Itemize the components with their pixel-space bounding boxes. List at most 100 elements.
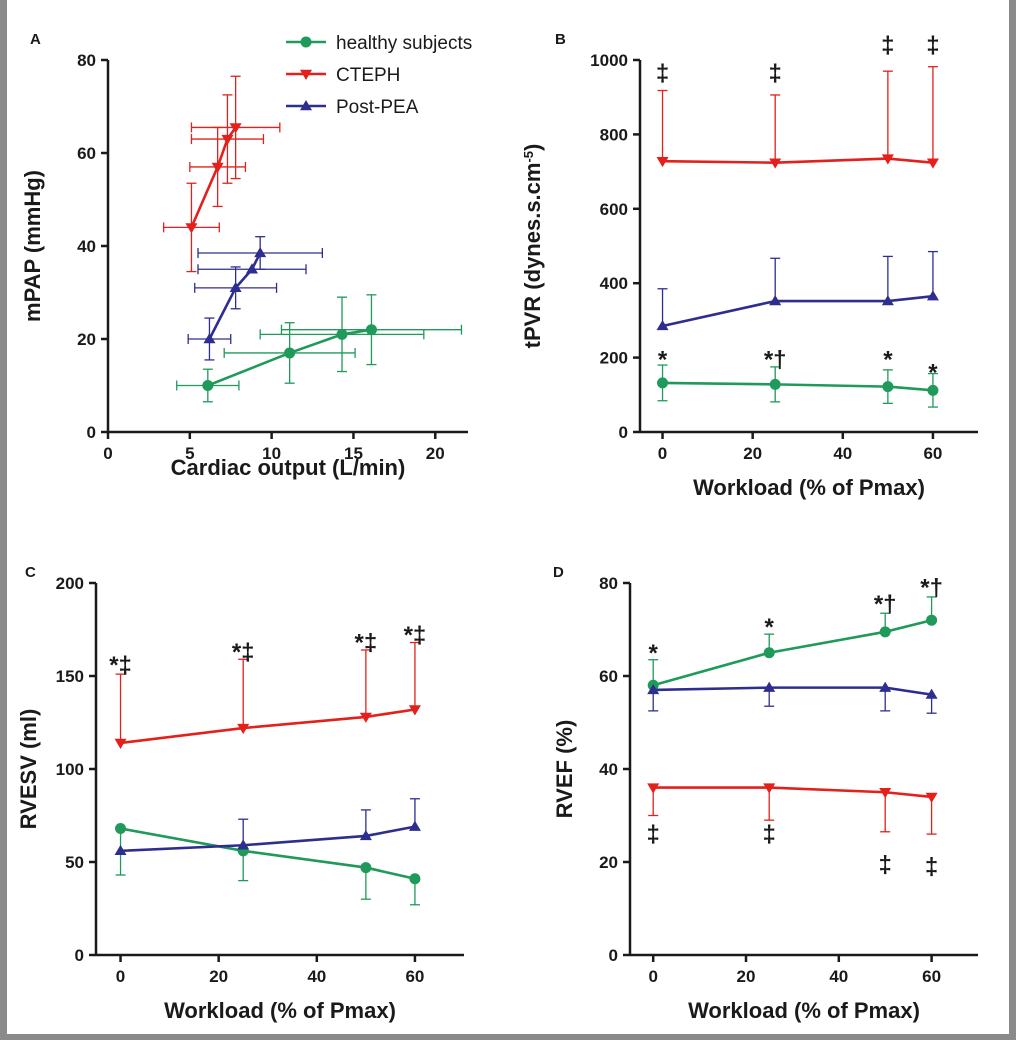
y-axis-label: RVESV (ml) — [16, 709, 41, 830]
legend-item: healthy subjects — [286, 33, 472, 54]
x-axis-label: Workload (% of Pmax) — [688, 998, 920, 1023]
data-point — [882, 381, 894, 393]
x-tick-label: 0 — [658, 444, 667, 463]
data-point — [881, 154, 894, 165]
x-tick-label: 20 — [209, 967, 228, 986]
y-tick-label: 20 — [77, 330, 96, 349]
legend-label: CTEPH — [336, 65, 400, 86]
data-point — [927, 384, 939, 396]
panel-letter: D — [553, 564, 564, 581]
data-point — [246, 263, 258, 274]
panel-letter: A — [30, 31, 41, 48]
x-axis-label: Cardiac output (L/min) — [171, 455, 406, 480]
y-tick-label: 0 — [87, 423, 96, 442]
series-line — [652, 618, 932, 687]
panel-letter: C — [25, 564, 36, 581]
significance-mark: *‡ — [109, 652, 132, 679]
data-point — [769, 295, 782, 306]
series-cteph — [647, 783, 938, 835]
significance-mark: *‡ — [404, 622, 427, 649]
y-tick-label: 0 — [619, 423, 628, 442]
data-point — [409, 873, 421, 885]
x-tick-label: 20 — [743, 444, 762, 463]
significance-mark: ‡ — [763, 821, 776, 848]
significance-mark: * — [928, 359, 938, 386]
legend-marker — [300, 100, 312, 111]
data-point — [202, 380, 214, 391]
data-point — [203, 333, 216, 344]
significance-mark: ‡ — [881, 32, 894, 59]
significance-mark: *‡ — [355, 630, 378, 657]
series-healthy — [657, 364, 939, 408]
series-line — [653, 786, 932, 799]
data-point — [763, 647, 775, 659]
y-tick-label: 60 — [599, 667, 618, 686]
series-healthy — [176, 294, 463, 403]
data-point — [360, 862, 372, 874]
significance-mark: * — [649, 640, 659, 667]
x-tick-label: 60 — [922, 967, 941, 986]
data-point — [359, 829, 372, 841]
data-point — [211, 162, 224, 173]
x-axis-label: Workload (% of Pmax) — [693, 475, 925, 500]
series-cteph — [656, 66, 939, 169]
series-line — [120, 708, 416, 745]
data-point — [114, 738, 127, 749]
series-postpea — [187, 236, 324, 361]
panel-letter: B — [555, 31, 566, 48]
significance-mark: *† — [874, 591, 897, 618]
x-tick-label: 40 — [833, 444, 852, 463]
y-tick-label: 100 — [56, 760, 84, 779]
significance-mark: ‡ — [769, 60, 782, 87]
data-point — [229, 281, 242, 293]
data-point — [336, 328, 348, 340]
series-healthy — [647, 596, 938, 691]
legend-label: Post-PEA — [336, 97, 419, 118]
data-point — [221, 134, 234, 146]
legend-marker — [300, 69, 312, 80]
y-tick-label: 1000 — [590, 51, 628, 70]
significance-mark: * — [883, 346, 893, 373]
data-point — [769, 378, 781, 390]
series-line — [120, 825, 416, 853]
y-tick-label: 150 — [56, 667, 84, 686]
series-line — [662, 381, 934, 392]
data-point — [114, 844, 127, 856]
y-tick-label: 800 — [600, 125, 628, 144]
x-axis-label: Workload (% of Pmax) — [164, 998, 396, 1023]
x-tick-label: 20 — [426, 444, 445, 463]
y-tick-label: 40 — [599, 760, 618, 779]
y-tick-label: 200 — [56, 574, 84, 593]
series-line — [653, 686, 932, 696]
y-tick-label: 20 — [599, 853, 618, 872]
data-point — [185, 223, 198, 234]
legend-label: healthy subjects — [336, 33, 472, 54]
significance-mark: * — [765, 614, 775, 641]
series-cteph — [114, 641, 421, 749]
y-tick-label: 80 — [599, 574, 618, 593]
data-point — [879, 788, 892, 799]
data-point — [926, 158, 939, 169]
significance-mark: ‡ — [879, 851, 892, 878]
data-point — [408, 820, 421, 831]
legend-marker — [300, 36, 312, 48]
x-tick-label: 40 — [829, 967, 848, 986]
y-axis-label: RVEF (%) — [552, 720, 577, 819]
y-axis-label: mPAP (mmHg) — [20, 170, 45, 322]
data-point — [115, 823, 127, 835]
x-tick-label: 60 — [923, 444, 942, 463]
data-point — [647, 783, 660, 794]
data-point — [763, 783, 776, 794]
x-tick-label: 10 — [262, 444, 281, 463]
significance-mark: ‡ — [647, 821, 660, 848]
series-line — [120, 827, 416, 881]
data-point — [359, 712, 372, 723]
data-point — [254, 246, 267, 258]
significance-mark: ‡ — [656, 60, 669, 87]
series-postpea — [656, 250, 939, 331]
y-tick-label: 0 — [609, 946, 618, 965]
series-line — [190, 126, 237, 228]
data-point — [926, 290, 939, 301]
